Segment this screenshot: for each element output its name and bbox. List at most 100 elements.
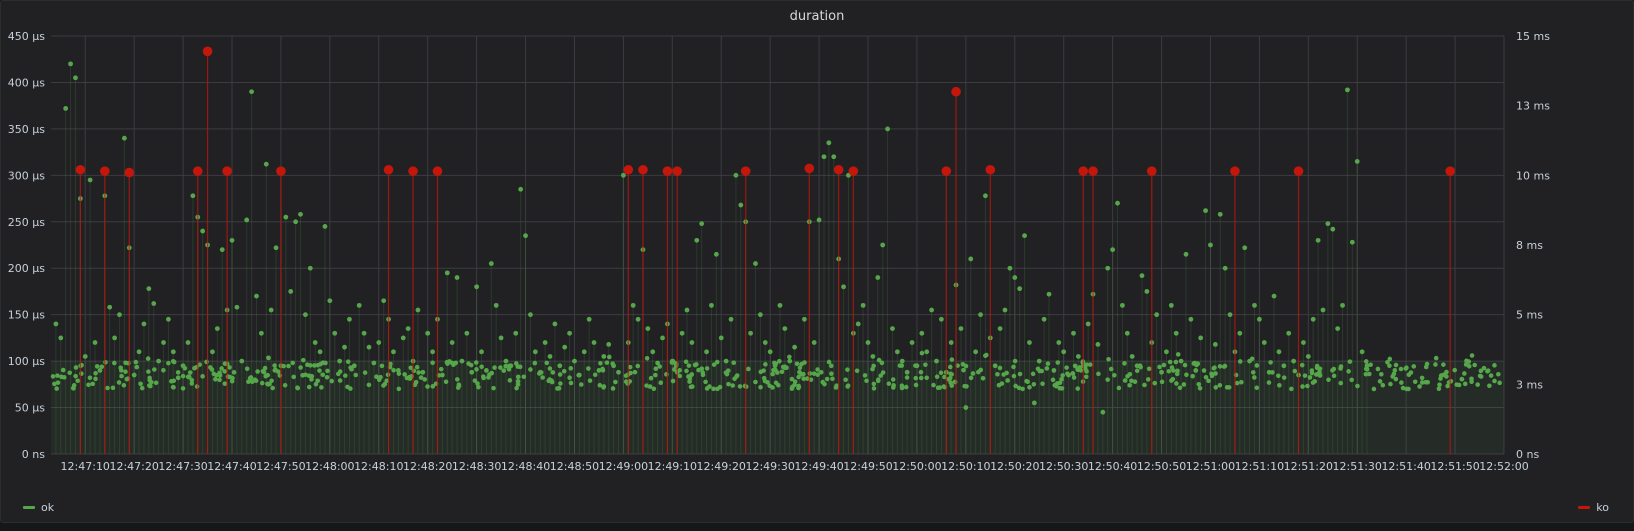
ok-point [537, 369, 543, 375]
ok-point [1159, 369, 1164, 375]
ok-point [1252, 375, 1257, 380]
ok-point [1325, 221, 1331, 227]
ok-point [210, 349, 215, 355]
x-tick-label: 12:52:00 [1479, 460, 1528, 473]
ok-point [1497, 380, 1502, 386]
ok-point [391, 349, 396, 355]
ok-point [578, 382, 584, 387]
ok-point [1144, 289, 1150, 294]
ok-point [1485, 368, 1491, 373]
ok-point [1371, 386, 1377, 392]
ok-point [343, 373, 348, 378]
ok-point [758, 384, 763, 390]
ok-point [54, 386, 60, 391]
ok-point [1075, 367, 1081, 373]
ok-point [1127, 371, 1133, 377]
ok-point [200, 374, 205, 379]
ok-point [627, 364, 633, 370]
ok-point [811, 371, 817, 376]
ok-point [148, 383, 153, 389]
ok-point [1252, 302, 1257, 308]
ko-point [75, 164, 86, 175]
ok-point [345, 359, 351, 364]
ok-point [725, 368, 731, 373]
ok-point [1213, 371, 1218, 376]
y-axis-left: 0 ns 50 µs 100 µs 150 µs 200 µs 250 µs 300 µs 3… [8, 30, 45, 461]
ok-point [789, 386, 795, 391]
ok-point [576, 372, 582, 378]
ok-point [306, 384, 312, 390]
ok-point [801, 376, 806, 382]
ok-point [1472, 362, 1477, 368]
ok-point [1326, 377, 1331, 383]
ko-point [672, 166, 683, 176]
ok-point [400, 335, 406, 341]
ok-point [658, 380, 664, 386]
ok-point [677, 373, 683, 379]
ok-point [219, 247, 225, 253]
ok-point [1197, 385, 1203, 391]
ok-point [1496, 371, 1501, 377]
ok-point [1124, 330, 1130, 336]
ok-point [1075, 354, 1081, 359]
ok-point [1139, 273, 1145, 279]
x-tick-label: 12:51:30 [1333, 460, 1382, 473]
ok-point [556, 386, 562, 391]
ok-point [1196, 381, 1202, 387]
ok-point [507, 378, 513, 383]
ok-point [723, 358, 729, 364]
ok-point [958, 326, 964, 331]
ok-point [454, 377, 460, 382]
ko-point [804, 163, 815, 174]
legend-item-ko[interactable]: ko [1578, 501, 1609, 514]
ok-point [797, 369, 802, 375]
ok-point [124, 376, 130, 382]
ok-point [1181, 382, 1187, 387]
ok-point [227, 374, 233, 380]
ok-point [1001, 372, 1006, 377]
legend-item-ok[interactable]: ok [23, 501, 54, 514]
ok-point [1481, 365, 1487, 371]
ok-point [1387, 363, 1392, 369]
ok-point [139, 385, 145, 391]
ok-point [249, 89, 254, 95]
ko-point [124, 167, 135, 178]
ok-point [1110, 247, 1116, 253]
ok-point [1309, 370, 1315, 376]
ok-point [425, 330, 431, 336]
ok-point [746, 366, 751, 372]
ok-point [821, 154, 827, 160]
ko-point [985, 164, 996, 175]
ok-point [938, 370, 944, 376]
ok-point [94, 364, 100, 369]
x-tick-label: 12:50:30 [1039, 460, 1088, 473]
ok-point [1355, 383, 1360, 389]
ok-point [777, 358, 782, 364]
ok-point [405, 326, 411, 331]
ok-point [1111, 372, 1117, 378]
ok-point [73, 365, 79, 370]
ok-point [557, 363, 563, 369]
ok-point [1188, 316, 1194, 322]
ok-point [773, 367, 778, 373]
ok-point [1184, 372, 1189, 378]
ok-point [753, 261, 758, 266]
y-left-tick-label: 200 µs [8, 262, 45, 275]
ok-point [757, 312, 763, 318]
ok-point [211, 371, 217, 377]
ok-point [1142, 382, 1147, 388]
ok-point [131, 372, 137, 378]
ko-point [740, 166, 751, 176]
ok-point [411, 368, 417, 374]
panel-title[interactable]: duration [789, 9, 845, 24]
ok-point [913, 382, 919, 388]
ok-point [1052, 382, 1058, 388]
ok-point [1300, 384, 1305, 389]
x-tick-label: 12:47:30 [158, 460, 207, 473]
ok-point [152, 367, 157, 372]
ok-point [730, 383, 735, 388]
duration-chart[interactable]: 0 ns 50 µs 100 µs 150 µs 200 µs 250 µs 300 µs 3… [1, 1, 1633, 501]
ok-point [474, 367, 479, 372]
ok-point [684, 307, 690, 313]
ok-point [876, 357, 882, 363]
